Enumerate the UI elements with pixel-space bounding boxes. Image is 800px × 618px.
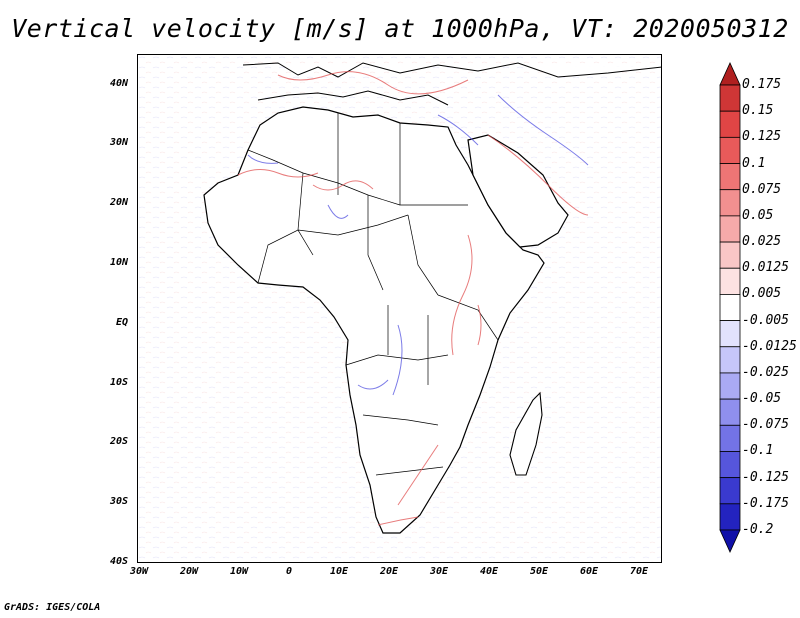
colorbar-segment bbox=[719, 451, 741, 479]
colorbar-segment bbox=[719, 320, 741, 348]
lat-tick: 10N bbox=[109, 257, 128, 268]
country-borders bbox=[247, 113, 499, 476]
colorbar-top-arrow bbox=[719, 62, 741, 86]
colorbar-tick-label: -0.005 bbox=[742, 312, 789, 328]
velocity-field-positive bbox=[237, 71, 589, 526]
lon-tick: 40E bbox=[479, 566, 499, 577]
colorbar-tick-label: 0.0125 bbox=[742, 260, 789, 276]
map-panel bbox=[137, 54, 662, 563]
colorbar-tick-label: 0.15 bbox=[742, 103, 774, 119]
colorbar-tick-label: 0.1 bbox=[742, 155, 766, 171]
colorbar-tick-label: 0.175 bbox=[742, 77, 782, 92]
colorbar-tick-label: 0.125 bbox=[742, 129, 782, 145]
lon-tick: 0 bbox=[285, 566, 293, 577]
colorbar-segment bbox=[719, 110, 741, 138]
chart-title: Vertical velocity [m/s] at 1000hPa, VT: … bbox=[11, 14, 789, 43]
colorbar-tick-label: -0.175 bbox=[742, 495, 789, 511]
colorbar-tick-label: -0.05 bbox=[742, 391, 782, 407]
colorbar-segment bbox=[719, 424, 741, 452]
colorbar bbox=[719, 62, 741, 553]
map-svg bbox=[138, 55, 661, 562]
lon-tick: 10W bbox=[229, 566, 249, 577]
madagascar bbox=[509, 391, 543, 476]
lat-tick: 20S bbox=[109, 436, 128, 447]
colorbar-tick-label: -0.1 bbox=[742, 443, 774, 459]
lon-tick: 10E bbox=[329, 566, 349, 577]
colorbar-tick-label: -0.2 bbox=[742, 522, 774, 537]
footer-credit: GrADS: IGES/COLA bbox=[4, 602, 101, 613]
africa-coastline bbox=[203, 106, 545, 534]
colorbar-segment bbox=[719, 267, 741, 295]
colorbar-segment bbox=[719, 346, 741, 374]
colorbar-segment bbox=[719, 477, 741, 505]
lat-tick: 10S bbox=[109, 377, 128, 388]
lat-tick: 20N bbox=[109, 197, 128, 208]
colorbar-tick-label: -0.075 bbox=[742, 417, 789, 433]
colorbar-segment bbox=[719, 294, 741, 321]
lon-tick: 50E bbox=[529, 566, 549, 577]
colorbar-tick-label: 0.05 bbox=[742, 207, 774, 223]
colorbar-segment bbox=[719, 84, 741, 112]
colorbar-tick-label: 0.075 bbox=[742, 181, 782, 197]
colorbar-bottom-arrow bbox=[719, 529, 741, 553]
lat-tick: 30S bbox=[109, 496, 128, 507]
lon-tick: 20E bbox=[379, 566, 399, 577]
colorbar-segment bbox=[719, 136, 741, 164]
colorbar-tick-label: 0.025 bbox=[742, 234, 782, 250]
lat-tick: 40N bbox=[109, 78, 128, 89]
lon-tick: 70E bbox=[629, 566, 649, 577]
colorbar-segment bbox=[719, 372, 741, 400]
lat-tick: 30N bbox=[109, 137, 128, 148]
colorbar-tick-label: 0.005 bbox=[742, 286, 782, 302]
lon-tick: 20W bbox=[179, 566, 199, 577]
lon-tick: 30E bbox=[429, 566, 449, 577]
colorbar-segment bbox=[719, 215, 741, 243]
velocity-field-negative bbox=[247, 94, 589, 396]
colorbar-tick-label: -0.0125 bbox=[742, 338, 797, 354]
colorbar-segment bbox=[719, 163, 741, 191]
colorbar-segment bbox=[719, 241, 741, 269]
lon-tick: 30W bbox=[129, 566, 149, 577]
lat-tick: 40S bbox=[109, 556, 128, 567]
colorbar-segment bbox=[719, 398, 741, 426]
colorbar-tick-label: -0.025 bbox=[742, 364, 789, 380]
colorbar-tick-label: -0.125 bbox=[742, 469, 789, 485]
mediterranean bbox=[257, 90, 449, 106]
europe-coastline bbox=[242, 62, 661, 78]
lat-tick: EQ bbox=[115, 317, 128, 328]
colorbar-segment bbox=[719, 189, 741, 217]
colorbar-segment bbox=[719, 503, 741, 531]
arabia-coastline bbox=[467, 134, 569, 248]
lon-tick: 60E bbox=[579, 566, 599, 577]
